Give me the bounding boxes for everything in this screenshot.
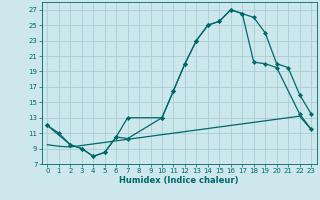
- X-axis label: Humidex (Indice chaleur): Humidex (Indice chaleur): [119, 176, 239, 185]
